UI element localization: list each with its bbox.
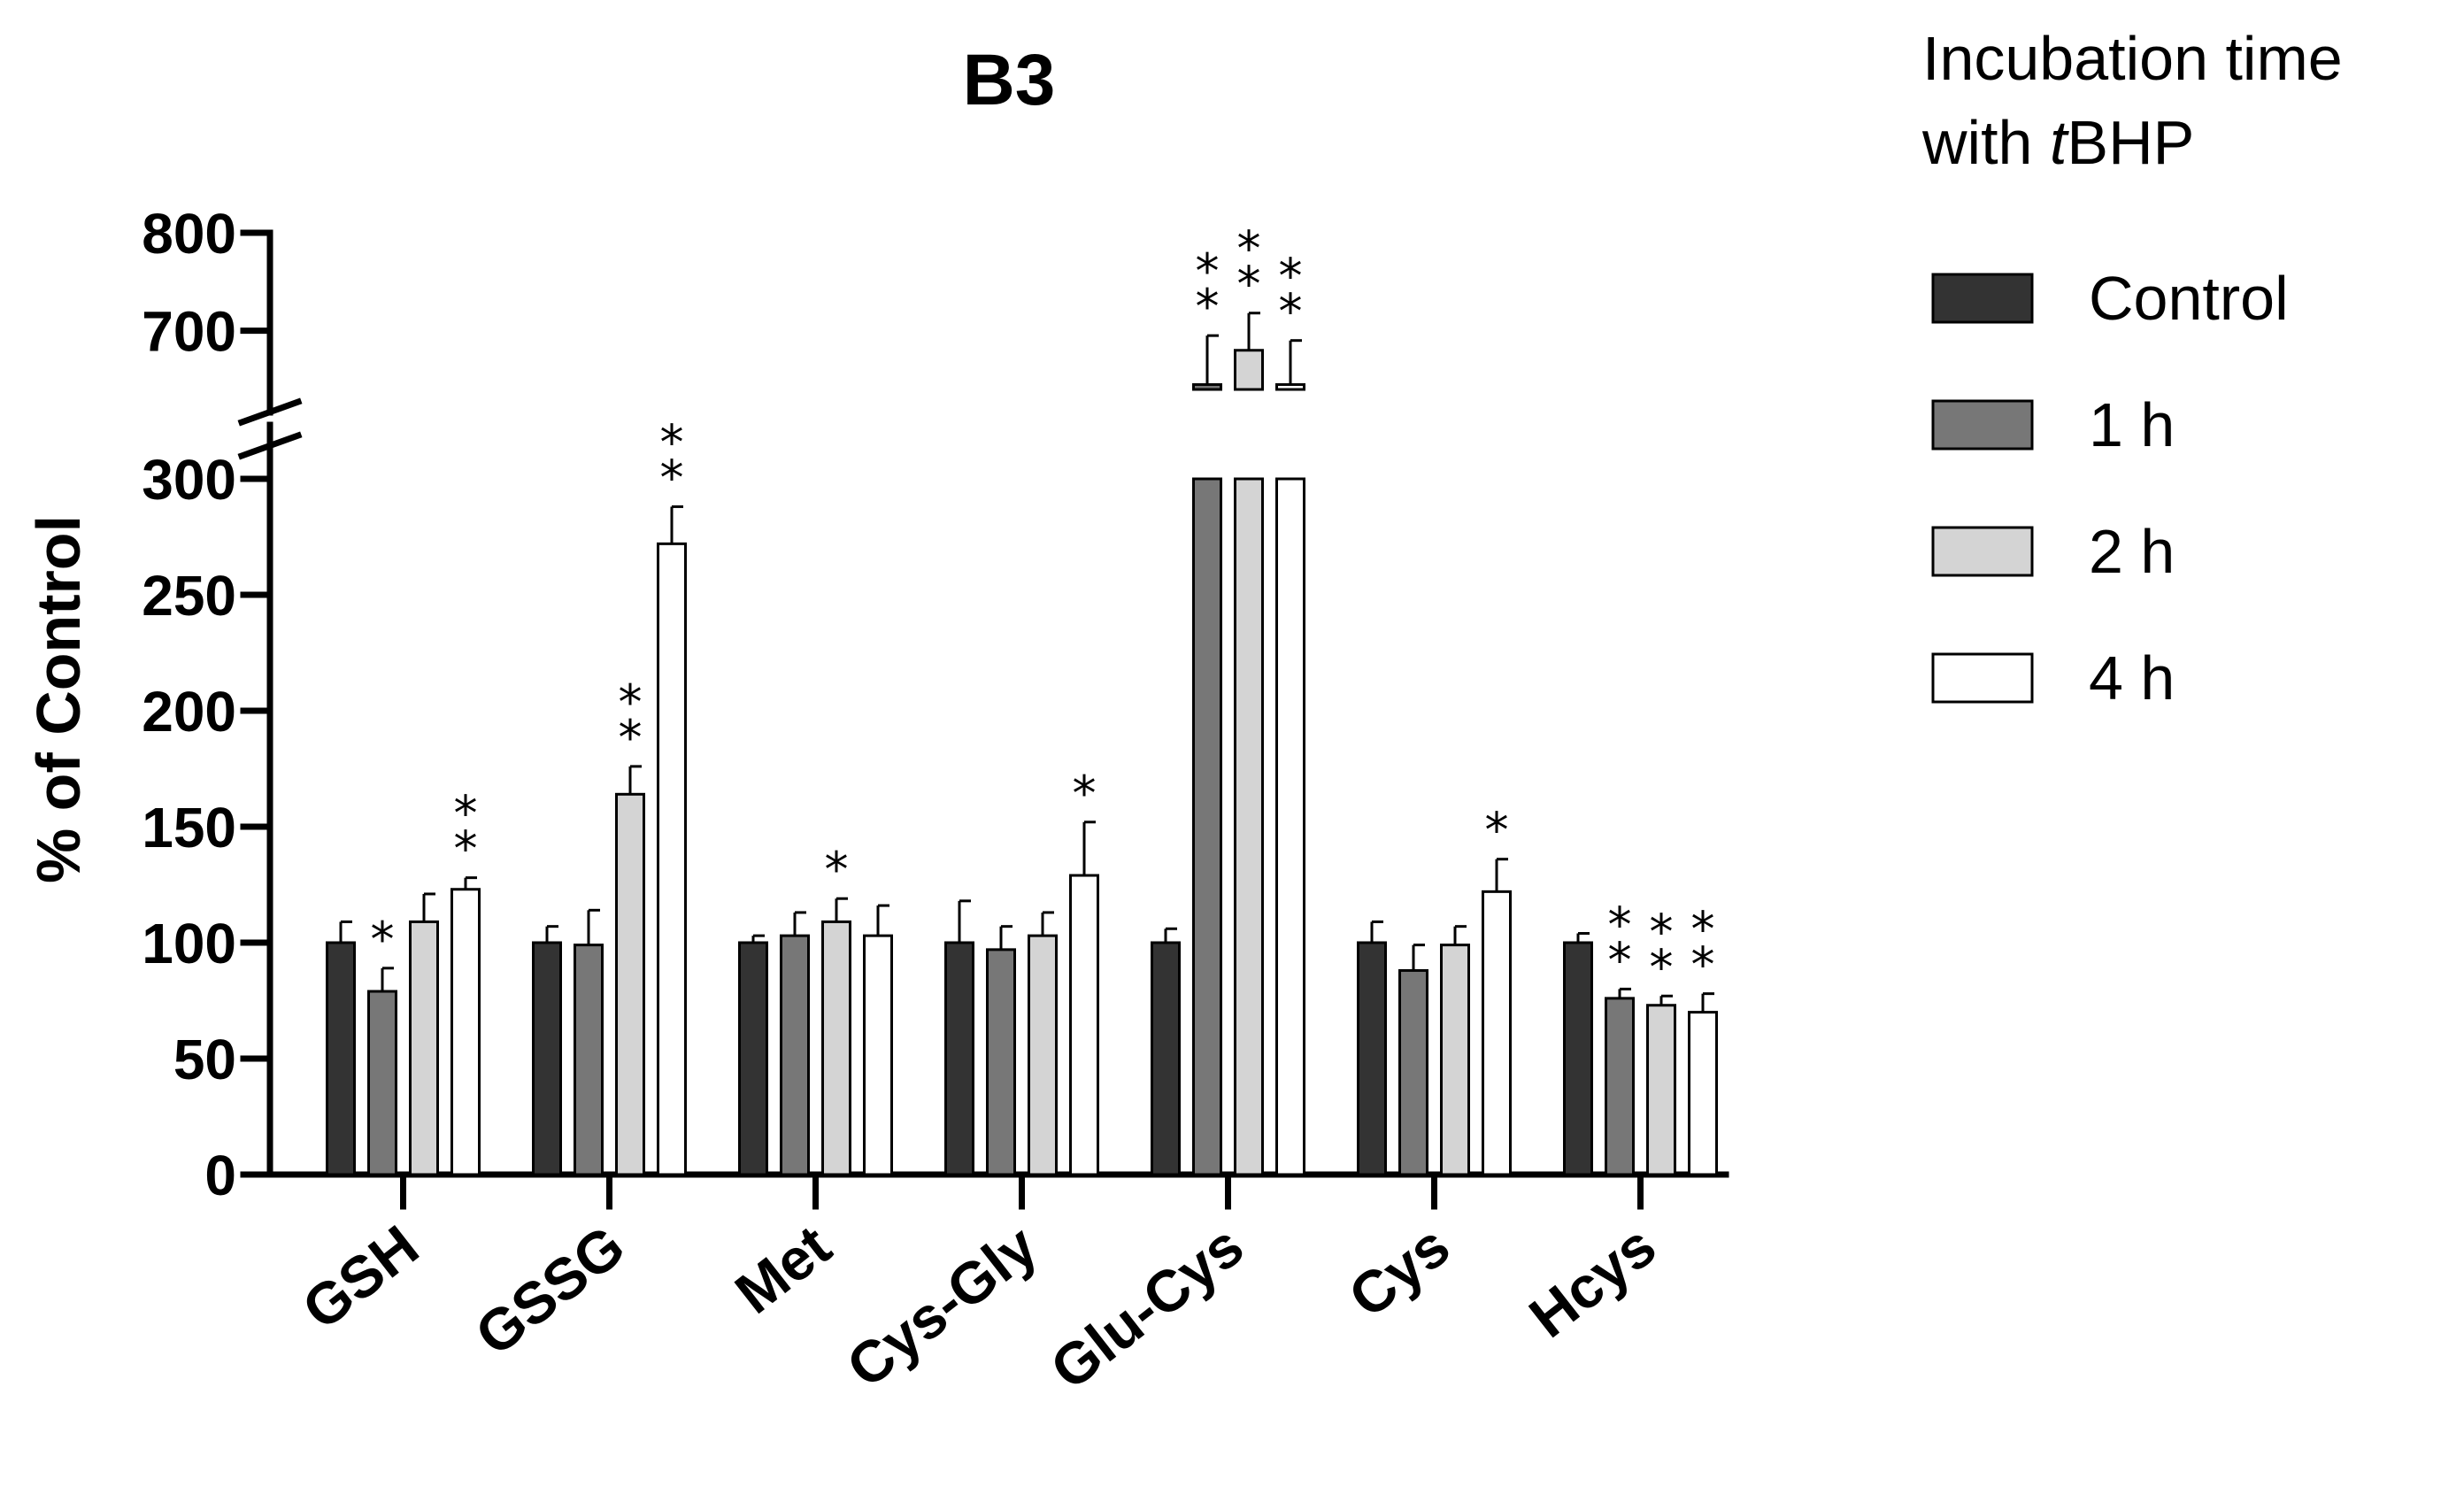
- bars: *********** ***********: [326, 221, 1718, 1176]
- legend-label-1 h: 1 h: [2089, 390, 2175, 459]
- bar-Met-4 h: [863, 934, 893, 1176]
- axis-break-mark-lower: [237, 431, 303, 460]
- bar-Glu-Cys-1 h-upper: [1192, 382, 1222, 391]
- x-tick-label-Hcys: Hcys: [1517, 1213, 1667, 1350]
- bar-GSH-Control: [326, 941, 356, 1176]
- bar-Cys-1 h: [1398, 968, 1428, 1176]
- significance-star: *: [1485, 803, 1509, 859]
- significance-star: *: [1279, 249, 1303, 304]
- significance-star: *: [619, 674, 643, 730]
- legend-swatch-4 h: [1931, 652, 2034, 704]
- significance-star: *: [619, 710, 643, 766]
- bar-Glu-Cys-1 h-lower: [1192, 477, 1222, 1176]
- legend-label-4 h: 4 h: [2089, 643, 2175, 713]
- legend-title-line2: with tBHP: [1921, 108, 2194, 177]
- bar-Cys-4 h: [1482, 890, 1512, 1176]
- bar-GSSG-Control: [532, 941, 562, 1176]
- significance-star: *: [660, 414, 684, 470]
- significance-star: *: [1073, 766, 1097, 821]
- bar-GSSG-1 h: [574, 944, 604, 1176]
- bar-Glu-Cys-2 h-lower: [1234, 477, 1264, 1176]
- bar-Met-1 h: [780, 934, 810, 1176]
- bar-Hcys-1 h: [1605, 997, 1635, 1176]
- axis-break-mark-upper: [237, 397, 303, 427]
- x-tick-label-Cys: Cys: [1336, 1213, 1461, 1330]
- significance-star: *: [454, 786, 478, 842]
- legend-title-with: with: [1921, 108, 2050, 177]
- x-tick-label-GSSG: GSSG: [463, 1213, 636, 1368]
- significance-star: *: [1279, 284, 1303, 340]
- x-tick-label-Glu-Cys: Glu-Cys: [1038, 1213, 1255, 1402]
- significance-star: *: [660, 450, 684, 505]
- bar-GSH-1 h: [367, 990, 397, 1176]
- y-tick-label: 250: [142, 564, 236, 628]
- significance-star: *: [1196, 279, 1220, 335]
- y-tick-label: 0: [204, 1144, 236, 1207]
- significance-star: *: [1608, 932, 1632, 988]
- y-tick-label: 800: [142, 202, 236, 266]
- bar-Cys-Control: [1357, 941, 1387, 1176]
- chart-title: B3: [963, 40, 1056, 120]
- bar-Hcys-4 h: [1688, 1011, 1718, 1176]
- legend-title-bhp: BHP: [2067, 108, 2194, 177]
- significance-star: *: [454, 821, 478, 877]
- bar-Met-2 h: [821, 920, 851, 1176]
- y-ticks: 0 50 100 150 200 250 300 700 800: [142, 202, 273, 1207]
- y-axis-label: % of Control: [24, 515, 93, 883]
- bar-GSSG-2 h: [615, 792, 645, 1176]
- x-tick-label-Cys-Gly: Cys-Gly: [835, 1213, 1049, 1400]
- legend-title-italic-t: t: [2050, 108, 2069, 177]
- significance-star: *: [1691, 902, 1715, 958]
- bar-GSSG-4 h: [657, 542, 687, 1176]
- significance-star: *: [825, 842, 849, 898]
- significance-star: *: [1196, 243, 1220, 299]
- bar-Hcys-Control: [1563, 941, 1593, 1176]
- bar-Hcys-2 h: [1646, 1004, 1676, 1176]
- significance-star: *: [1650, 904, 1674, 959]
- bar-GSH-2 h: [409, 920, 439, 1176]
- significance-star: *: [1237, 257, 1261, 312]
- bar-Met-Control: [738, 941, 768, 1176]
- significance-star: *: [371, 912, 395, 967]
- bar-Cys-Gly-1 h: [986, 948, 1016, 1176]
- y-tick-label: 100: [142, 912, 236, 975]
- bar-Glu-Cys-4 h-lower: [1275, 477, 1305, 1176]
- y-tick-label: 300: [142, 448, 236, 512]
- legend-label-Control: Control: [2089, 264, 2289, 333]
- legend-swatch-Control: [1931, 273, 2034, 324]
- significance-star: *: [1608, 897, 1632, 952]
- legend-swatch-1 h: [1931, 399, 2034, 451]
- y-tick-label: 50: [173, 1028, 236, 1091]
- legend-label-2 h: 2 h: [2089, 517, 2175, 586]
- y-tick-label: 150: [142, 796, 236, 859]
- x-tick-label-GSH: GSH: [290, 1213, 430, 1342]
- legend: Incubation time with tBHP Control 1 h 2 h 4…: [1921, 24, 2343, 713]
- significance-star: *: [1650, 939, 1674, 995]
- bar-Glu-Cys-Control: [1151, 941, 1181, 1176]
- significance-star: *: [1691, 937, 1715, 993]
- significance-star: *: [1237, 221, 1261, 277]
- bar-Cys-2 h: [1440, 944, 1470, 1176]
- legend-swatch-2 h: [1931, 526, 2034, 577]
- bar-Cys-Gly-Control: [944, 941, 974, 1176]
- legend-title-line1: Incubation time: [1922, 24, 2343, 93]
- x-tick-label-Met: Met: [723, 1213, 843, 1326]
- bar-Glu-Cys-4 h-upper: [1275, 382, 1305, 391]
- bar-Glu-Cys-2 h-upper: [1234, 349, 1264, 391]
- y-tick-label: 200: [142, 680, 236, 744]
- bar-GSH-4 h: [450, 888, 481, 1176]
- y-tick-label: 700: [142, 300, 236, 364]
- bar-Cys-Gly-4 h: [1069, 874, 1099, 1176]
- bar-Cys-Gly-2 h: [1028, 934, 1058, 1176]
